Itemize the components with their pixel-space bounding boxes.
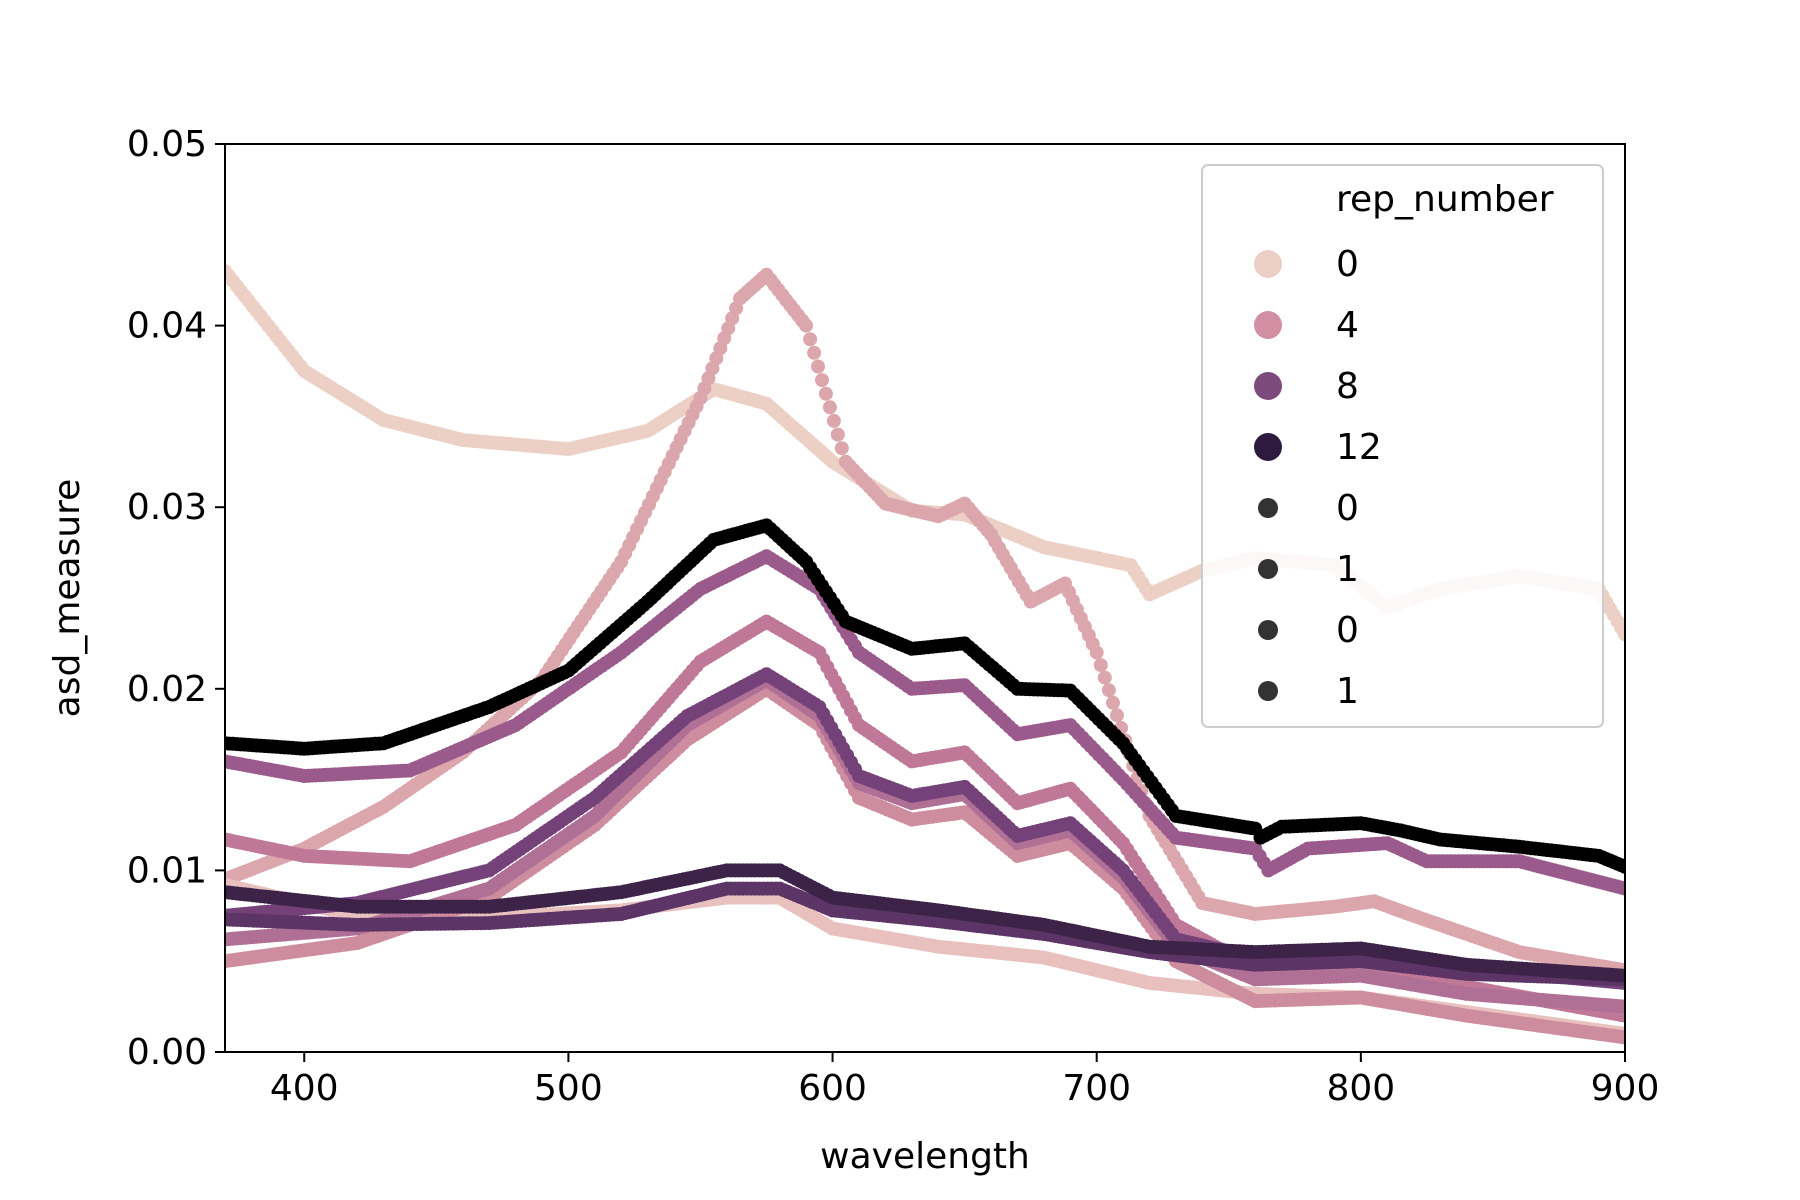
data-point xyxy=(1101,683,1116,698)
legend-label: 4 xyxy=(1336,305,1359,346)
data-point xyxy=(1089,645,1104,660)
y-axis: 0.00 0.01 0.02 0.03 0.04 0.05 xyxy=(127,124,225,1073)
data-point xyxy=(803,332,818,347)
data-point xyxy=(1618,999,1625,1014)
legend-marker xyxy=(1258,681,1278,701)
legend: rep_number 0 4 8 12 0 1 0 1 xyxy=(1201,164,1604,728)
legend-label: 0 xyxy=(1336,610,1359,651)
data-point xyxy=(1618,968,1625,983)
y-tick-label: 0.04 xyxy=(127,306,207,347)
data-point xyxy=(1618,1030,1625,1045)
data-point xyxy=(799,318,814,333)
y-tick-label: 0.03 xyxy=(127,487,207,528)
legend-label: 1 xyxy=(1336,549,1359,590)
legend-marker xyxy=(1258,559,1278,579)
data-point xyxy=(1618,881,1625,896)
y-tick-label: 0.00 xyxy=(127,1032,207,1073)
x-axis: 400 500 600 700 800 900 xyxy=(270,1052,1659,1109)
data-point xyxy=(811,359,825,374)
data-point xyxy=(834,441,849,456)
data-point xyxy=(1093,658,1108,673)
series-9 xyxy=(225,863,1625,983)
x-tick-label: 700 xyxy=(1062,1068,1131,1109)
series-10 xyxy=(225,518,1625,874)
data-point xyxy=(830,427,845,442)
legend-marker xyxy=(1254,250,1282,278)
data-point xyxy=(1618,627,1625,642)
data-point xyxy=(822,400,837,415)
x-tick-label: 900 xyxy=(1591,1068,1660,1109)
data-point xyxy=(1106,695,1120,710)
x-tick-label: 500 xyxy=(534,1068,603,1109)
plot-frame xyxy=(224,143,1626,1053)
x-axis-label: wavelength xyxy=(820,1136,1030,1177)
x-tick-label: 600 xyxy=(798,1068,867,1109)
legend-marker xyxy=(1254,433,1282,461)
legend-box xyxy=(1201,164,1604,728)
legend-label: 0 xyxy=(1336,244,1359,285)
y-tick-label: 0.02 xyxy=(127,669,207,710)
legend-marker xyxy=(1254,311,1282,339)
legend-label: 8 xyxy=(1336,366,1359,407)
data-point xyxy=(1110,708,1124,723)
legend-label: 1 xyxy=(1336,671,1359,712)
x-tick-label: 800 xyxy=(1326,1068,1395,1109)
legend-title: rep_number xyxy=(1336,179,1554,220)
data-point xyxy=(818,386,833,401)
series-8 xyxy=(225,881,1625,987)
data-point xyxy=(826,413,841,428)
series-7 xyxy=(225,549,1625,896)
legend-marker xyxy=(1258,620,1278,640)
data-point xyxy=(1618,859,1625,874)
data-point xyxy=(807,345,822,360)
y-axis-label: asd_measure xyxy=(47,479,88,718)
legend-label: 0 xyxy=(1336,488,1359,529)
legend-label: 12 xyxy=(1336,427,1382,468)
legend-marker xyxy=(1254,372,1282,400)
x-tick-label: 400 xyxy=(270,1068,339,1109)
y-tick-label: 0.01 xyxy=(127,850,207,891)
data-point xyxy=(1097,670,1112,685)
legend-marker xyxy=(1258,498,1278,518)
y-tick-label: 0.05 xyxy=(127,124,207,165)
data-point xyxy=(815,373,829,388)
